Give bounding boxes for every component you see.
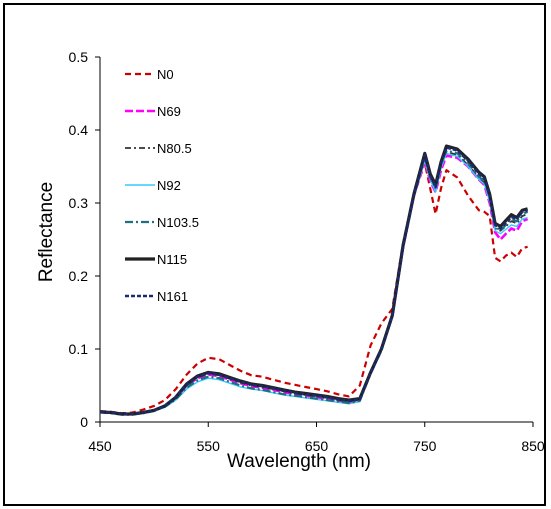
series-line-n103-5 [99,149,529,416]
x-axis-label: Wavelength (nm) [227,451,371,472]
legend-label: N103.5 [157,215,199,230]
series-line-n69 [99,154,529,416]
legend-label: N80.5 [157,141,192,156]
series-layer [99,144,529,416]
series-line-n0 [99,161,528,415]
y-tick-label: 0.5 [69,49,89,65]
y-axis-label: Reflectance [36,182,57,282]
legend-label: N69 [157,104,181,119]
y-tick-label: 0.1 [69,341,89,357]
legend-label: N92 [157,178,181,193]
legend-label: N0 [157,67,174,82]
x-tick-label: 550 [197,438,221,454]
y-tick-label: 0.4 [69,122,89,138]
x-tick-label: 750 [413,438,437,454]
y-tick-label: 0 [80,414,88,430]
x-tick-label: 850 [521,438,545,454]
legend-label: N115 [157,252,187,267]
y-tick-label: 0.2 [69,268,89,284]
y-tick-label: 0.3 [69,195,89,211]
legend: N0 N69 N80.5 N92 N103.5 N115 N161 [125,67,199,304]
series-line-n161 [99,146,528,416]
legend-label: N161 [157,289,188,304]
x-tick-label: 450 [88,438,112,454]
axes: 0 0.1 0.2 0.3 0.4 0.5 450 550 650 750 850 [69,49,545,454]
x-tick-label: 650 [305,438,329,454]
